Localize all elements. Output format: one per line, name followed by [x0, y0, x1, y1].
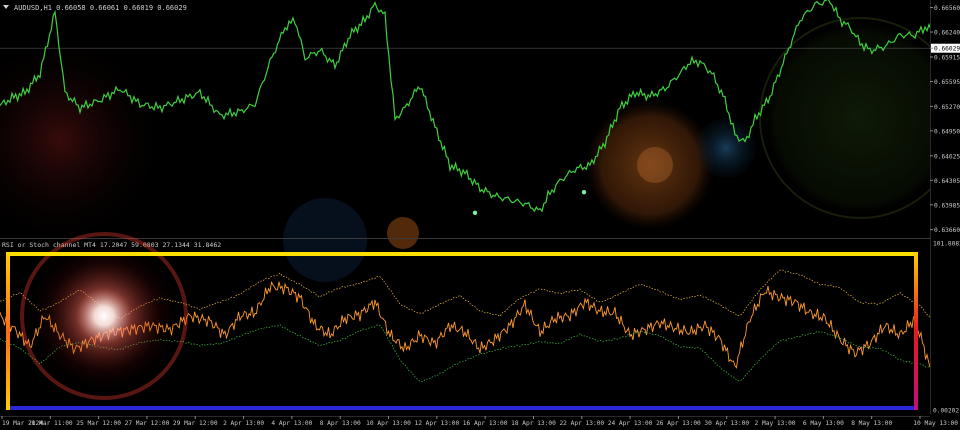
price-line-series	[0, 0, 936, 213]
price-marker-point	[581, 189, 587, 195]
white-lens-flare	[24, 236, 184, 396]
x-tick-label: 21 Mar 11:00	[28, 420, 73, 427]
orange-orb	[585, 100, 715, 230]
y-tick-label: 0.66029	[934, 46, 960, 53]
y-tick-label: 0.65270	[934, 104, 960, 111]
y-tick-label: 0.66240	[934, 30, 960, 37]
y-tick-label: 0.65915	[934, 54, 960, 61]
indicator-gradient-frame	[6, 252, 918, 410]
frame-right	[914, 252, 918, 410]
lens-flare-decor	[0, 17, 960, 282]
x-tick-label: 30 Apr 13:00	[704, 420, 749, 427]
y-tick-label: 0.64950	[934, 128, 960, 135]
x-tick-label: 24 Apr 13:00	[608, 420, 653, 427]
current-price-box	[931, 43, 960, 53]
x-tick-label: 22 Apr 13:00	[559, 420, 604, 427]
main-price-pane: AUDUSD,H1 0.66058 0.66061 0.66019 0.6602…	[0, 0, 960, 282]
small-orange-orb	[387, 217, 419, 249]
price-marker-point	[472, 210, 478, 216]
frame-bottom	[6, 406, 918, 410]
y-tick-label: 0.66560	[934, 5, 960, 12]
x-tick-label: 10 Apr 13:00	[366, 420, 411, 427]
x-tick-label: 12 Apr 13:00	[414, 420, 459, 427]
x-tick-label: 26 Apr 13:00	[656, 420, 701, 427]
x-tick-label: 27 Mar 12:00	[125, 420, 170, 427]
chart-title: AUDUSD,H1 0.66058 0.66061 0.66019 0.6602…	[14, 4, 187, 12]
blue-haze	[283, 198, 367, 282]
flare-ring	[20, 232, 188, 400]
x-tick-label: 2 Apr 13:00	[223, 420, 264, 427]
y-tick-label: 0.63985	[934, 202, 960, 209]
x-tick-label: 4 Apr 13:00	[271, 420, 312, 427]
indicator-pane: RSI or Stoch channel MT4 17.2047 59.0803…	[0, 232, 936, 410]
x-tick-label: 18 Apr 13:00	[511, 420, 556, 427]
frame-top	[6, 252, 918, 256]
orange-orb-core	[637, 147, 673, 183]
red-haze	[0, 30, 170, 250]
frame-left	[6, 252, 10, 410]
indicator-y-tick-label: 0.00202	[933, 408, 959, 415]
y-tick-label: 0.64625	[934, 153, 960, 160]
price-markers	[472, 189, 587, 216]
x-tick-label: 29 Mar 12:00	[173, 420, 218, 427]
time-axis-bg	[0, 414, 960, 430]
x-tick-label: 25 Mar 12:00	[76, 420, 121, 427]
indicator-y-tick-label: 101.8082	[933, 241, 960, 248]
price-axis-bg	[930, 0, 960, 420]
x-tick-label: 8 Apr 13:00	[320, 420, 361, 427]
y-tick-label: 0.64305	[934, 178, 960, 185]
green-orb	[759, 17, 960, 219]
x-tick-label: 16 Apr 13:00	[463, 420, 508, 427]
x-tick-label: 10 May 13:00	[913, 420, 958, 427]
x-tick-label: 8 May 13:00	[851, 420, 892, 427]
x-tick-label: 2 May 13:00	[755, 420, 796, 427]
y-tick-label: 0.63660	[934, 227, 960, 234]
y-tick-label: 0.65595	[934, 79, 960, 86]
price-series	[0, 0, 936, 213]
blue-orb	[696, 118, 756, 178]
x-tick-label: 19 Mar 2024	[2, 420, 43, 427]
symbol-dropdown-icon[interactable]	[3, 5, 9, 9]
indicator-y-ticks: 101.8082 0.00202	[933, 241, 960, 415]
x-tick-label: 6 May 13:00	[803, 420, 844, 427]
